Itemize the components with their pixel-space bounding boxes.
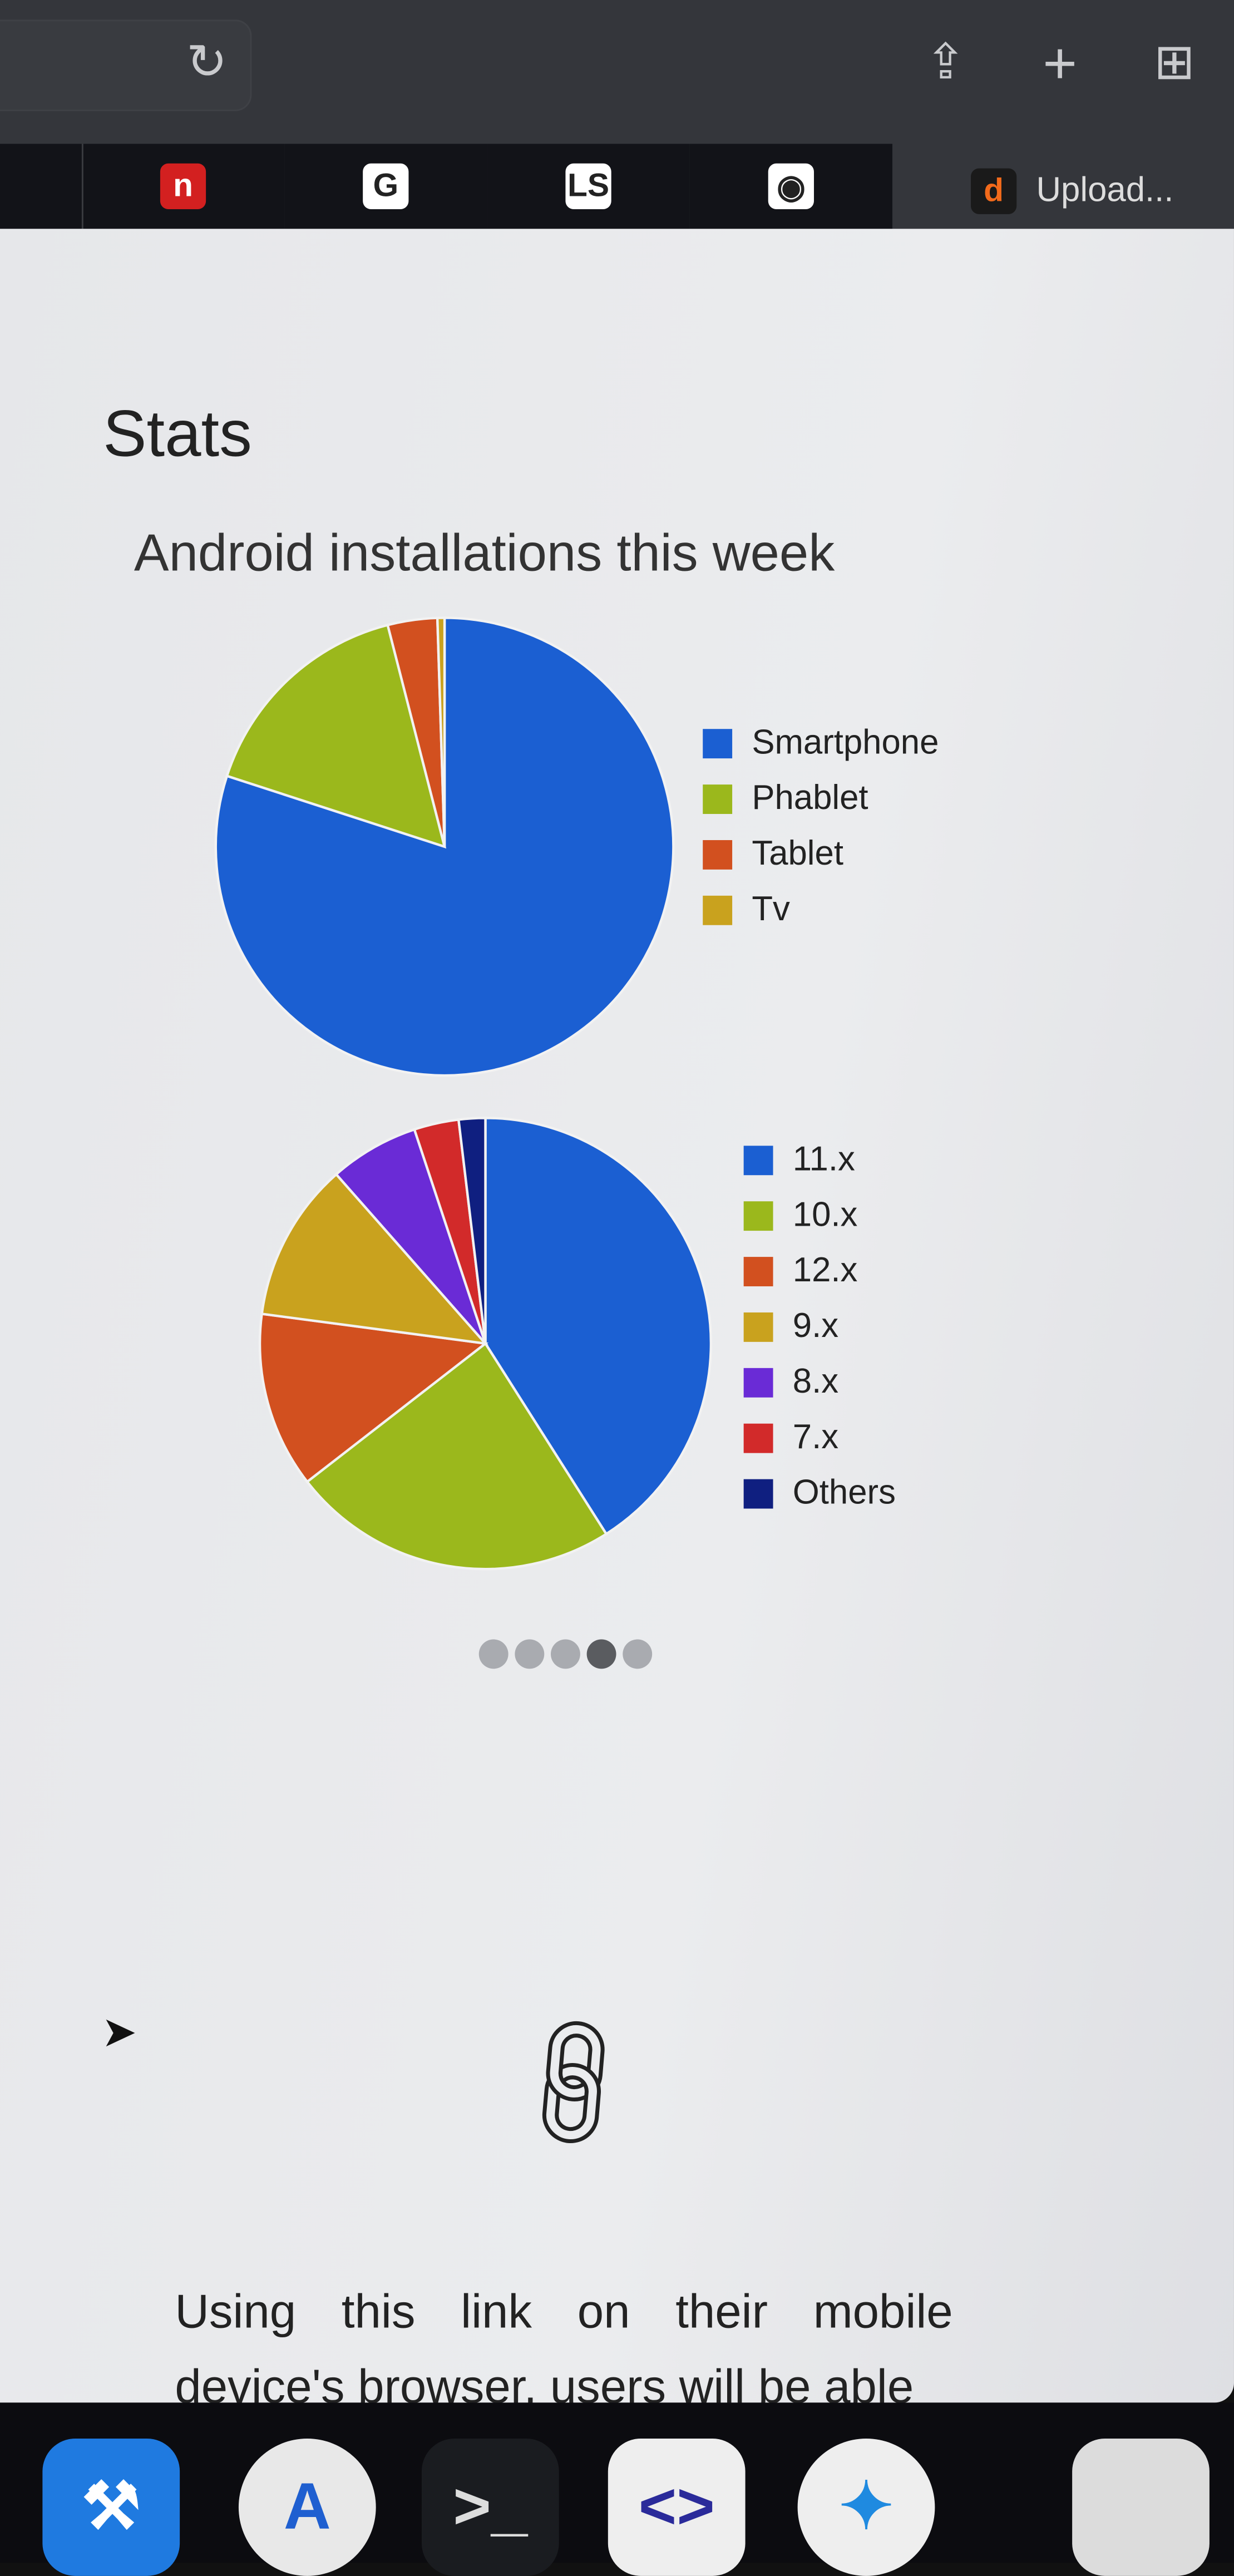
tab-0[interactable]: n xyxy=(81,144,287,229)
legend-label: 9.x xyxy=(792,1307,839,1345)
pie-slice-others[interactable] xyxy=(457,1117,487,1344)
new-tab-icon[interactable]: + xyxy=(1043,29,1078,97)
legend-label: 12.x xyxy=(792,1252,858,1290)
pie-slice-8-x[interactable] xyxy=(334,1128,487,1345)
legend-swatch xyxy=(743,1257,773,1286)
chart-subtitle: Android installations this week xyxy=(134,523,835,582)
legend-label: Smartphone xyxy=(752,724,939,762)
tab-2[interactable]: LS xyxy=(487,144,692,229)
ls-favicon: LS xyxy=(565,163,611,210)
legend-label: 8.x xyxy=(792,1363,839,1401)
legend-label: Tv xyxy=(752,891,790,929)
legend-swatch xyxy=(743,1201,773,1231)
pie-slice-9-x[interactable] xyxy=(260,1172,489,1345)
legend-swatch xyxy=(743,1146,773,1176)
page-title: Stats xyxy=(103,398,252,471)
dock: ⚒ A >_ <> ✦ xyxy=(0,2402,1234,2576)
legend-item[interactable]: Tv xyxy=(703,882,939,938)
pie-slice-10-x[interactable] xyxy=(305,1341,608,1571)
legend-swatch xyxy=(703,895,733,925)
legend-swatch xyxy=(743,1423,773,1453)
tab-label: Upload... xyxy=(1036,171,1174,210)
safari-icon[interactable]: ✦ xyxy=(797,2439,935,2576)
legend-label: 11.x xyxy=(792,1141,855,1179)
carousel-dot[interactable] xyxy=(478,1639,509,1669)
share-icon[interactable]: ⇪ xyxy=(925,36,966,90)
github-favicon: ◉ xyxy=(768,163,814,210)
address-bar[interactable] xyxy=(0,19,252,111)
pie-slice-tv[interactable] xyxy=(436,616,446,847)
code-editor-icon[interactable]: <> xyxy=(608,2439,746,2576)
tab-1[interactable]: G xyxy=(284,144,489,229)
legend-item[interactable]: 11.x xyxy=(743,1133,896,1188)
android-studio-icon[interactable]: A xyxy=(238,2439,376,2576)
d-favicon: d xyxy=(970,168,1017,214)
browser-toolbar: ↻ ⇪ + ⊞ xyxy=(0,0,1234,144)
carousel-dot[interactable] xyxy=(515,1639,545,1669)
carousel-dot[interactable] xyxy=(623,1639,653,1669)
mouse-cursor-icon: ➤ xyxy=(101,2007,137,2056)
legend-swatch xyxy=(703,840,733,870)
tab-overview-icon[interactable]: ⊞ xyxy=(1154,36,1195,90)
carousel-dot[interactable] xyxy=(551,1639,580,1669)
legend-swatch xyxy=(703,784,733,814)
pie-slice-12-x[interactable] xyxy=(258,1312,489,1484)
legend-item[interactable]: 8.x xyxy=(743,1355,896,1410)
legend-android-version: 11.x 10.x 12.x 9.x 8.x 7.x Others xyxy=(743,1133,896,1522)
terminal-icon[interactable]: >_ xyxy=(421,2439,559,2576)
n-favicon: n xyxy=(160,163,206,210)
legend-item[interactable]: 7.x xyxy=(743,1410,896,1466)
legend-label: 7.x xyxy=(792,1418,839,1457)
legend-swatch xyxy=(743,1312,773,1342)
legend-item[interactable]: Others xyxy=(743,1466,896,1522)
pie-slice-phablet[interactable] xyxy=(225,623,447,849)
xcode-icon[interactable]: ⚒ xyxy=(42,2439,180,2576)
tab-3[interactable]: ◉ xyxy=(689,144,894,229)
legend-item[interactable]: Tablet xyxy=(703,827,939,882)
legend-item[interactable]: 10.x xyxy=(743,1188,896,1244)
legend-item[interactable]: 9.x xyxy=(743,1299,896,1355)
preview-icon[interactable] xyxy=(1072,2439,1210,2576)
legend-item[interactable]: Phablet xyxy=(703,772,939,827)
tab-partial[interactable] xyxy=(0,144,83,229)
favicon-glyph: d xyxy=(984,172,1004,209)
legend-item[interactable]: Smartphone xyxy=(703,716,939,772)
legend-swatch xyxy=(703,729,733,759)
legend-label: Others xyxy=(792,1474,896,1512)
carousel-dot[interactable] xyxy=(586,1639,616,1669)
pie-slice-11-x[interactable] xyxy=(484,1117,713,1536)
reload-icon[interactable]: ↻ xyxy=(186,36,228,90)
tab-active[interactable]: d Upload... xyxy=(892,144,1234,239)
legend-label: 10.x xyxy=(792,1196,858,1234)
carousel-indicator xyxy=(478,1639,653,1669)
legend-device-type: Smartphone Phablet Tablet Tv xyxy=(703,716,939,939)
legend-label: Tablet xyxy=(752,835,843,873)
legend-label: Phablet xyxy=(752,779,868,817)
legend-swatch xyxy=(743,1368,773,1398)
legend-item[interactable]: 12.x xyxy=(743,1244,896,1300)
google-favicon: G xyxy=(363,163,409,210)
legend-swatch xyxy=(743,1479,773,1509)
